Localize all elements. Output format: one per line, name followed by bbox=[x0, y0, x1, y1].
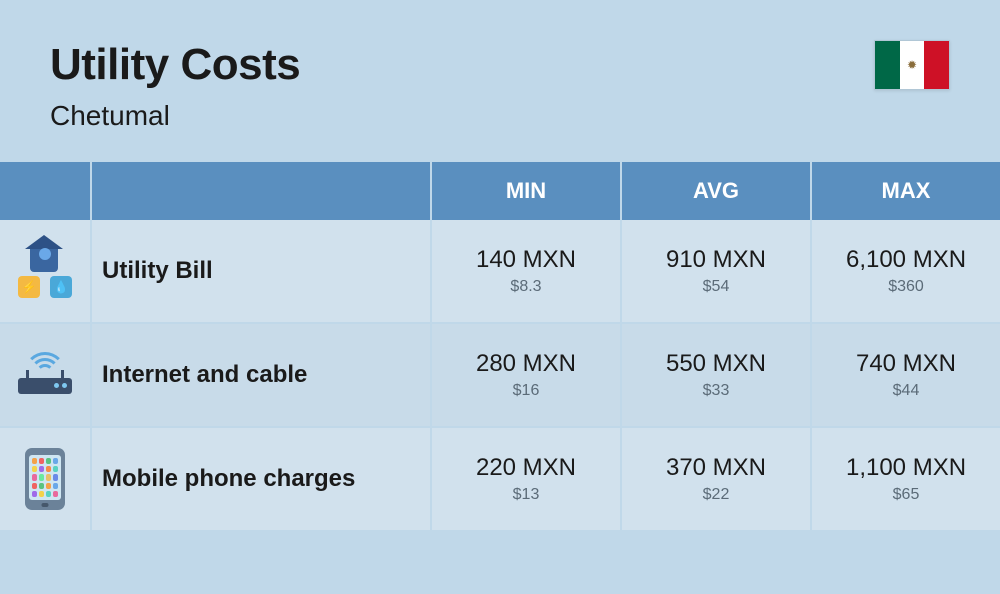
cell-icon: ⚡💧 bbox=[0, 220, 90, 324]
cell-icon bbox=[0, 428, 90, 532]
value-local: 280 MXN bbox=[476, 350, 576, 378]
cell-label: Mobile phone charges bbox=[90, 428, 430, 532]
mobile-phone-icon bbox=[14, 448, 76, 510]
header: Utility Costs Chetumal ✹ bbox=[0, 0, 1000, 162]
cell-avg: 550 MXN $33 bbox=[620, 324, 810, 428]
table-row: ⚡💧 Utility Bill 140 MXN $8.3 910 MXN $54… bbox=[0, 220, 1000, 324]
value-local: 910 MXN bbox=[666, 246, 766, 274]
value-usd: $44 bbox=[893, 382, 920, 400]
value-usd: $22 bbox=[703, 486, 730, 504]
utility-bill-icon: ⚡💧 bbox=[14, 240, 76, 302]
titles: Utility Costs Chetumal bbox=[50, 40, 300, 132]
cell-min: 220 MXN $13 bbox=[430, 428, 620, 532]
page-title: Utility Costs bbox=[50, 40, 300, 90]
cell-label: Internet and cable bbox=[90, 324, 430, 428]
value-usd: $8.3 bbox=[510, 278, 541, 296]
flag-emblem-icon: ✹ bbox=[907, 58, 917, 72]
th-icon bbox=[0, 162, 90, 220]
value-local: 370 MXN bbox=[666, 454, 766, 482]
page-subtitle: Chetumal bbox=[50, 100, 300, 132]
table-header: MIN AVG MAX bbox=[0, 162, 1000, 220]
cell-min: 140 MXN $8.3 bbox=[430, 220, 620, 324]
value-usd: $13 bbox=[513, 486, 540, 504]
cell-max: 740 MXN $44 bbox=[810, 324, 1000, 428]
flag-white-stripe: ✹ bbox=[900, 41, 925, 89]
flag-red-stripe bbox=[924, 41, 949, 89]
cell-avg: 910 MXN $54 bbox=[620, 220, 810, 324]
value-local: 6,100 MXN bbox=[846, 246, 966, 274]
cell-max: 6,100 MXN $360 bbox=[810, 220, 1000, 324]
value-local: 1,100 MXN bbox=[846, 454, 966, 482]
th-min: MIN bbox=[430, 162, 620, 220]
value-usd: $54 bbox=[703, 278, 730, 296]
row-label: Mobile phone charges bbox=[102, 465, 355, 493]
value-usd: $33 bbox=[703, 382, 730, 400]
cell-avg: 370 MXN $22 bbox=[620, 428, 810, 532]
th-avg: AVG bbox=[620, 162, 810, 220]
th-label bbox=[90, 162, 430, 220]
row-label: Utility Bill bbox=[102, 257, 213, 285]
value-usd: $360 bbox=[888, 278, 924, 296]
row-label: Internet and cable bbox=[102, 361, 307, 389]
router-icon bbox=[14, 344, 76, 406]
value-local: 740 MXN bbox=[856, 350, 956, 378]
value-usd: $65 bbox=[893, 486, 920, 504]
cell-min: 280 MXN $16 bbox=[430, 324, 620, 428]
flag-green-stripe bbox=[875, 41, 900, 89]
cost-table: MIN AVG MAX ⚡💧 Utility Bill 140 MXN $8.3… bbox=[0, 162, 1000, 532]
cell-max: 1,100 MXN $65 bbox=[810, 428, 1000, 532]
table-row: Mobile phone charges 220 MXN $13 370 MXN… bbox=[0, 428, 1000, 532]
value-usd: $16 bbox=[513, 382, 540, 400]
table-row: Internet and cable 280 MXN $16 550 MXN $… bbox=[0, 324, 1000, 428]
cell-label: Utility Bill bbox=[90, 220, 430, 324]
th-max: MAX bbox=[810, 162, 1000, 220]
mexico-flag-icon: ✹ bbox=[874, 40, 950, 90]
cell-icon bbox=[0, 324, 90, 428]
value-local: 550 MXN bbox=[666, 350, 766, 378]
value-local: 220 MXN bbox=[476, 454, 576, 482]
value-local: 140 MXN bbox=[476, 246, 576, 274]
